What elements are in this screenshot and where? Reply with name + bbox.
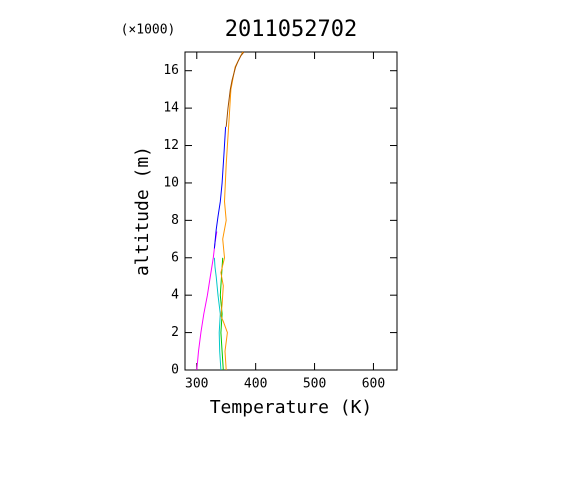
y-axis-label: altitude (m) bbox=[132, 146, 153, 276]
y-tick-label: 10 bbox=[163, 175, 179, 190]
y-tick-label: 6 bbox=[171, 250, 179, 265]
series-line bbox=[220, 51, 244, 371]
chart-title: 2011052702 bbox=[225, 17, 357, 42]
y-tick-label: 14 bbox=[163, 101, 179, 116]
y-tick-label: 12 bbox=[163, 138, 179, 153]
series-line bbox=[225, 51, 245, 127]
y-tick-label: 8 bbox=[171, 213, 179, 228]
series-line bbox=[213, 257, 222, 371]
y-tick-label: 2 bbox=[171, 325, 179, 340]
series-line bbox=[196, 231, 218, 371]
x-tick-label: 600 bbox=[362, 377, 385, 392]
y-tick-label: 4 bbox=[171, 288, 179, 303]
series-line bbox=[213, 126, 227, 249]
y-tick-label: 16 bbox=[163, 63, 179, 78]
plot-frame bbox=[184, 51, 398, 371]
x-tick-label: 400 bbox=[244, 377, 267, 392]
y-tick-label: 0 bbox=[171, 363, 179, 378]
x-axis-label: Temperature (K) bbox=[210, 397, 373, 418]
x-tick-label: 500 bbox=[303, 377, 326, 392]
multiplier-label: (×1000) bbox=[121, 23, 176, 38]
x-tick-label: 300 bbox=[185, 377, 208, 392]
